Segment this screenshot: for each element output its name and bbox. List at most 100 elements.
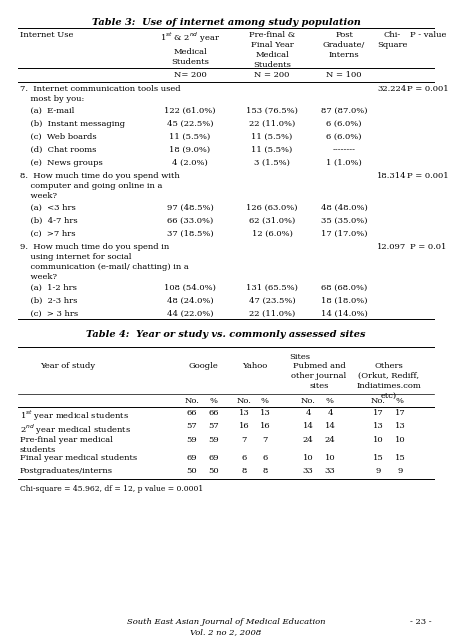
Text: 17: 17 xyxy=(394,409,405,417)
Text: 14: 14 xyxy=(302,422,313,431)
Text: 122 (61.0%): 122 (61.0%) xyxy=(164,107,215,115)
Text: P = 0.01: P = 0.01 xyxy=(409,243,445,251)
Text: Sites: Sites xyxy=(289,353,310,361)
Text: Year of study: Year of study xyxy=(40,362,95,370)
Text: Pre-final year medical
students: Pre-final year medical students xyxy=(20,436,113,454)
Text: 59: 59 xyxy=(186,436,197,444)
Text: 4: 4 xyxy=(304,409,310,417)
Text: 11 (5.5%): 11 (5.5%) xyxy=(169,133,210,141)
Text: No.: No. xyxy=(236,397,251,405)
Text: 22 (11.0%): 22 (11.0%) xyxy=(249,310,295,318)
Text: 37 (18.5%): 37 (18.5%) xyxy=(166,230,213,238)
Text: (b)  2-3 hrs: (b) 2-3 hrs xyxy=(20,297,77,305)
Text: 2$^{nd}$ year medical students: 2$^{nd}$ year medical students xyxy=(20,422,131,437)
Text: 62 (31.0%): 62 (31.0%) xyxy=(249,217,295,225)
Text: %: % xyxy=(210,397,217,405)
Text: 47 (23.5%): 47 (23.5%) xyxy=(248,297,295,305)
Text: 45 (22.5%): 45 (22.5%) xyxy=(166,120,213,128)
Text: 153 (76.5%): 153 (76.5%) xyxy=(245,107,297,115)
Text: 9.  How much time do you spend in
    using internet for social
    communicatio: 9. How much time do you spend in using i… xyxy=(20,243,189,282)
Text: - 23 -: - 23 - xyxy=(410,618,431,626)
Text: (a)  1-2 hrs: (a) 1-2 hrs xyxy=(20,284,77,292)
Text: 57: 57 xyxy=(208,422,219,431)
Text: 24: 24 xyxy=(302,436,313,444)
Text: 8: 8 xyxy=(262,467,267,476)
Text: 17 (17.0%): 17 (17.0%) xyxy=(320,230,366,238)
Text: N = 200: N = 200 xyxy=(254,71,289,79)
Text: 48 (48.0%): 48 (48.0%) xyxy=(320,204,367,212)
Text: (b)  4-7 hrs: (b) 4-7 hrs xyxy=(20,217,78,225)
Text: 10: 10 xyxy=(324,454,335,462)
Text: N = 100: N = 100 xyxy=(326,71,361,79)
Text: %: % xyxy=(260,397,268,405)
Text: %: % xyxy=(395,397,403,405)
Text: 50: 50 xyxy=(186,467,197,476)
Text: 87 (87.0%): 87 (87.0%) xyxy=(320,107,366,115)
Text: 8: 8 xyxy=(241,467,246,476)
Text: 7: 7 xyxy=(262,436,267,444)
Text: 108 (54.0%): 108 (54.0%) xyxy=(164,284,216,292)
Text: Chi-square = 45.962, df = 12, p value = 0.0001: Chi-square = 45.962, df = 12, p value = … xyxy=(20,485,203,493)
Text: 66: 66 xyxy=(186,409,197,417)
Text: 97 (48.5%): 97 (48.5%) xyxy=(166,204,213,212)
Text: N= 200: N= 200 xyxy=(173,71,206,79)
Text: 57: 57 xyxy=(186,422,197,431)
Text: South East Asian Journal of Medical Education
Vol. 2 no 2, 2008: South East Asian Journal of Medical Educ… xyxy=(126,618,325,636)
Text: 6 (6.0%): 6 (6.0%) xyxy=(326,120,361,128)
Text: 59: 59 xyxy=(208,436,219,444)
Text: 12.097: 12.097 xyxy=(377,243,406,251)
Text: Google: Google xyxy=(188,362,217,370)
Text: Final year medical students: Final year medical students xyxy=(20,454,137,462)
Text: 9: 9 xyxy=(374,467,380,476)
Text: Pre-final &
Final Year
Medical
Students: Pre-final & Final Year Medical Students xyxy=(249,31,295,69)
Text: 17: 17 xyxy=(372,409,382,417)
Text: 13: 13 xyxy=(259,409,270,417)
Text: 24: 24 xyxy=(324,436,335,444)
Text: 4: 4 xyxy=(327,409,332,417)
Text: 11 (5.5%): 11 (5.5%) xyxy=(251,133,292,141)
Text: 6: 6 xyxy=(262,454,267,462)
Text: 13: 13 xyxy=(394,422,405,431)
Text: Yahoo: Yahoo xyxy=(241,362,267,370)
Text: Others
(Orkut, Rediff,
Indiatimes.com
etc): Others (Orkut, Rediff, Indiatimes.com et… xyxy=(356,362,420,399)
Text: 44 (22.0%): 44 (22.0%) xyxy=(166,310,213,318)
Text: 6: 6 xyxy=(241,454,246,462)
Text: (a)  E-mail: (a) E-mail xyxy=(20,107,74,115)
Text: 18 (18.0%): 18 (18.0%) xyxy=(320,297,366,305)
Text: 48 (24.0%): 48 (24.0%) xyxy=(166,297,213,305)
Text: 69: 69 xyxy=(186,454,197,462)
Text: 33: 33 xyxy=(302,467,313,476)
Text: 8.  How much time do you spend with
    computer and going online in a
    week?: 8. How much time do you spend with compu… xyxy=(20,172,179,200)
Text: 14 (14.0%): 14 (14.0%) xyxy=(320,310,367,318)
Text: (d)  Chat rooms: (d) Chat rooms xyxy=(20,146,96,154)
Text: 22 (11.0%): 22 (11.0%) xyxy=(249,120,295,128)
Text: Chi-
Square: Chi- Square xyxy=(376,31,406,49)
Text: 15: 15 xyxy=(394,454,405,462)
Text: 10: 10 xyxy=(394,436,405,444)
Text: 1$^{st}$ & 2$^{nd}$ year
Medical
Students: 1$^{st}$ & 2$^{nd}$ year Medical Student… xyxy=(160,31,220,66)
Text: 1$^{st}$ year medical students: 1$^{st}$ year medical students xyxy=(20,409,129,424)
Text: 50: 50 xyxy=(208,467,219,476)
Text: 13: 13 xyxy=(372,422,382,431)
Text: 13: 13 xyxy=(238,409,249,417)
Text: 126 (63.0%): 126 (63.0%) xyxy=(246,204,297,212)
Text: (c)  > 3 hrs: (c) > 3 hrs xyxy=(20,310,78,318)
Text: 69: 69 xyxy=(208,454,219,462)
Text: 68 (68.0%): 68 (68.0%) xyxy=(320,284,366,292)
Text: 6 (6.0%): 6 (6.0%) xyxy=(326,133,361,141)
Text: --------: -------- xyxy=(332,146,355,154)
Text: No.: No. xyxy=(184,397,199,405)
Text: 35 (35.0%): 35 (35.0%) xyxy=(320,217,366,225)
Text: 16: 16 xyxy=(238,422,249,431)
Text: Internet Use: Internet Use xyxy=(20,31,73,39)
Text: No.: No. xyxy=(300,397,315,405)
Text: Postgraduates/interns: Postgraduates/interns xyxy=(20,467,113,476)
Text: 12 (6.0%): 12 (6.0%) xyxy=(251,230,292,238)
Text: 3 (1.5%): 3 (1.5%) xyxy=(253,159,289,167)
Text: (c)  Web boards: (c) Web boards xyxy=(20,133,97,141)
Text: No.: No. xyxy=(370,397,385,405)
Text: 9: 9 xyxy=(396,467,402,476)
Text: 7.  Internet communication tools used
    most by you:: 7. Internet communication tools used mos… xyxy=(20,85,180,103)
Text: 16: 16 xyxy=(259,422,270,431)
Text: 131 (65.5%): 131 (65.5%) xyxy=(245,284,297,292)
